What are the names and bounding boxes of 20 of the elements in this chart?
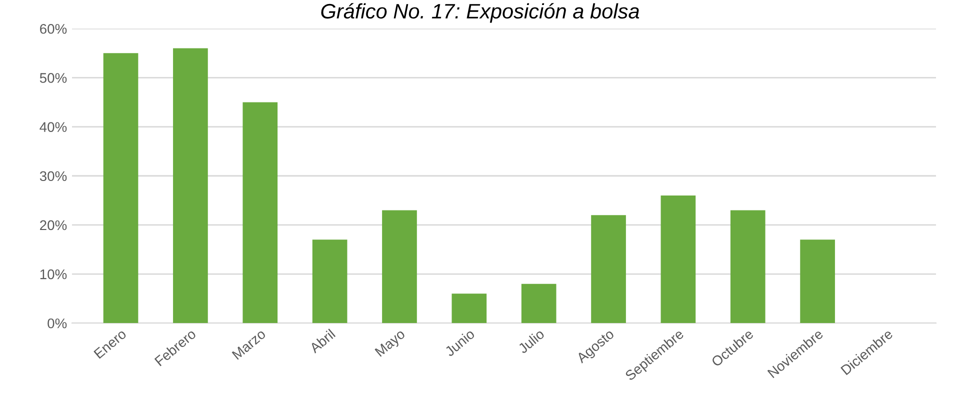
- bar: [173, 48, 208, 324]
- chart-title: Gráfico No. 17: Exposición a bolsa: [321, 3, 640, 23]
- bar: [660, 196, 696, 324]
- bar: [312, 240, 348, 324]
- bar: [382, 210, 417, 324]
- bar: [452, 294, 487, 324]
- y-tick-label: 10%: [40, 269, 67, 280]
- bar: [242, 102, 278, 324]
- y-tick-label: 0%: [48, 318, 67, 328]
- bar: [591, 215, 626, 324]
- x-tick-label: Julio: [517, 328, 545, 354]
- bar: [103, 53, 138, 324]
- bar: [730, 210, 766, 324]
- y-tick-label: 60%: [40, 24, 67, 34]
- y-tick-label: 20%: [40, 220, 67, 230]
- bar: [521, 284, 556, 324]
- y-tick-label: 40%: [40, 122, 67, 132]
- bar: [800, 240, 835, 324]
- y-tick-label: 50%: [40, 73, 67, 83]
- y-tick-label: 30%: [40, 171, 67, 182]
